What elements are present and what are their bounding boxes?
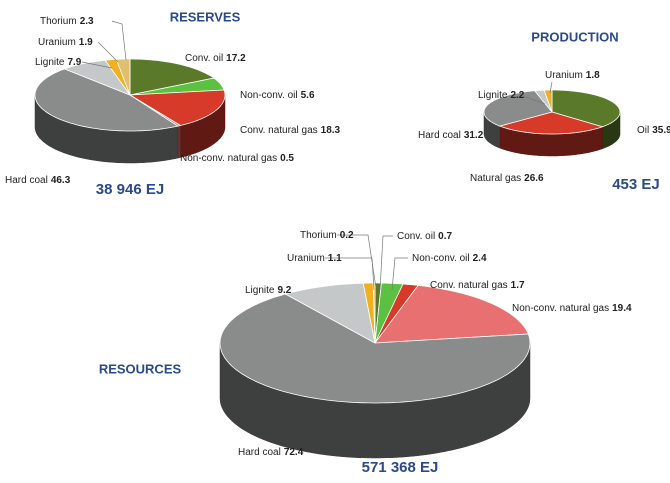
category-label: Thorium <box>300 230 337 241</box>
slice-label: Hard coal 31.2 <box>418 130 484 141</box>
total-label: 571 368 EJ <box>362 459 439 476</box>
value-label: 7.9 <box>67 57 81 68</box>
category-label: Lignite <box>245 285 275 296</box>
pie <box>34 58 226 164</box>
category-label: Hard coal <box>238 447 281 458</box>
leader-line <box>549 81 553 94</box>
category-label: Conv. oil <box>397 231 435 242</box>
slice-label: Conv. oil 17.2 <box>185 53 246 64</box>
slice-label: Lignite 9.2 <box>245 285 292 296</box>
category-label: Non-conv. oil <box>412 253 470 264</box>
category-label: Uranium <box>545 70 583 81</box>
value-label: 2.4 <box>473 253 487 264</box>
slice-label: Natural gas 26.6 <box>470 173 544 184</box>
total-label: 453 EJ <box>612 176 660 193</box>
pie-slice <box>372 282 376 344</box>
value-label: 19.4 <box>612 303 632 314</box>
leader-line <box>337 234 377 289</box>
slice-label: Uranium 1.8 <box>545 70 600 81</box>
leader-line <box>97 41 119 63</box>
pie-slice <box>129 77 225 96</box>
slice-label: Uranium 1.1 <box>287 253 342 264</box>
category-label: Natural gas <box>470 173 521 184</box>
category-label: Hard coal <box>418 130 461 141</box>
pie-slice <box>543 89 553 113</box>
pie-tops <box>483 89 621 135</box>
value-label: 0.7 <box>438 231 452 242</box>
value-label: 1.7 <box>511 280 525 291</box>
value-label: 18.3 <box>321 125 341 136</box>
pie-slice <box>551 89 621 128</box>
pie <box>483 89 621 157</box>
chart-title: RESOURCES <box>99 361 182 376</box>
pie-tops <box>219 282 531 404</box>
value-label: 35.9 <box>652 125 670 136</box>
slice-label: Conv. oil 0.7 <box>397 231 453 242</box>
category-label: Lignite <box>35 57 65 68</box>
slice-label: Thorium 0.2 <box>300 230 354 241</box>
slice-label: Lignite 2.2 <box>478 90 525 101</box>
category-label: Oil <box>637 125 649 136</box>
chart-title: RESERVES <box>170 9 241 24</box>
pie-slice <box>115 58 131 96</box>
category-label: Non-conv. natural gas <box>512 303 609 314</box>
value-label: 72.4 <box>284 447 304 458</box>
slice-label: Lignite 7.9 <box>35 57 82 68</box>
leader-line <box>81 61 113 69</box>
pie-slice <box>129 58 215 96</box>
total-label: 38 946 EJ <box>96 181 164 198</box>
category-label: Uranium <box>287 253 325 264</box>
chart-title: PRODUCTION <box>531 29 618 44</box>
category-label: Uranium <box>38 37 76 48</box>
pie-slice <box>284 282 376 344</box>
leader-line <box>391 257 408 291</box>
slice-label: Non-conv. oil 5.6 <box>240 90 315 101</box>
value-label: 2.3 <box>80 16 94 27</box>
slice-label: Conv. natural gas 1.7 <box>430 280 525 291</box>
value-label: 26.6 <box>524 173 544 184</box>
category-label: Non-conv. natural gas <box>180 153 277 164</box>
value-label: 46.3 <box>51 175 71 186</box>
value-label: 0.2 <box>340 230 354 241</box>
slice-label: Non-conv. oil 2.4 <box>412 253 487 264</box>
pie-slice <box>219 293 531 404</box>
value-label: 1.1 <box>328 253 342 264</box>
slice-label: Oil 35.9 <box>637 125 670 136</box>
category-label: Thorium <box>40 16 77 27</box>
category-label: Non-conv. oil <box>240 90 298 101</box>
category-label: Hard coal <box>5 175 48 186</box>
category-label: Conv. natural gas <box>430 280 508 291</box>
pie-slice <box>128 89 226 126</box>
slice-label: Uranium 1.9 <box>38 37 93 48</box>
leader-line <box>325 257 375 291</box>
slice-label: Thorium 2.3 <box>40 16 94 27</box>
pie-slice <box>498 111 604 135</box>
leader-line <box>519 94 546 105</box>
value-label: 1.9 <box>79 37 93 48</box>
value-label: 9.2 <box>277 285 291 296</box>
value-label: 1.8 <box>586 70 600 81</box>
category-label: Conv. oil <box>185 53 223 64</box>
pie-slice <box>34 68 179 132</box>
value-label: 17.2 <box>226 53 246 64</box>
pie-slice <box>63 59 132 96</box>
pie-slice <box>483 90 553 127</box>
slice-label: Hard coal 72.4 <box>238 447 304 458</box>
value-label: 5.6 <box>301 90 315 101</box>
pie-tops <box>34 58 226 132</box>
pie <box>219 282 531 459</box>
pie-slice <box>374 284 529 344</box>
value-label: 0.5 <box>280 153 294 164</box>
value-label: 2.2 <box>510 90 524 101</box>
slice-label: Non-conv. natural gas 0.5 <box>180 153 294 164</box>
slice-label: Non-conv. natural gas 19.4 <box>512 303 632 314</box>
leader-line <box>379 235 393 291</box>
category-label: Conv. natural gas <box>240 125 318 136</box>
slice-label: Hard coal 46.3 <box>5 175 71 186</box>
leader-line <box>111 20 127 61</box>
category-label: Lignite <box>478 90 508 101</box>
value-label: 31.2 <box>464 130 484 141</box>
slice-label: Conv. natural gas 18.3 <box>240 125 341 136</box>
